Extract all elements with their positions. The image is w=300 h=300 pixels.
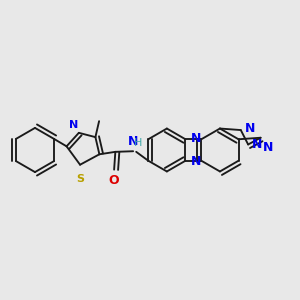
Text: N: N: [128, 135, 139, 148]
Text: N: N: [252, 138, 262, 151]
Text: N: N: [191, 155, 202, 169]
Text: N: N: [245, 122, 255, 135]
Text: N: N: [69, 120, 78, 130]
Text: N: N: [262, 141, 273, 154]
Text: N: N: [191, 131, 202, 145]
Text: S: S: [76, 174, 84, 184]
Text: H: H: [134, 138, 142, 148]
Text: O: O: [109, 174, 119, 187]
